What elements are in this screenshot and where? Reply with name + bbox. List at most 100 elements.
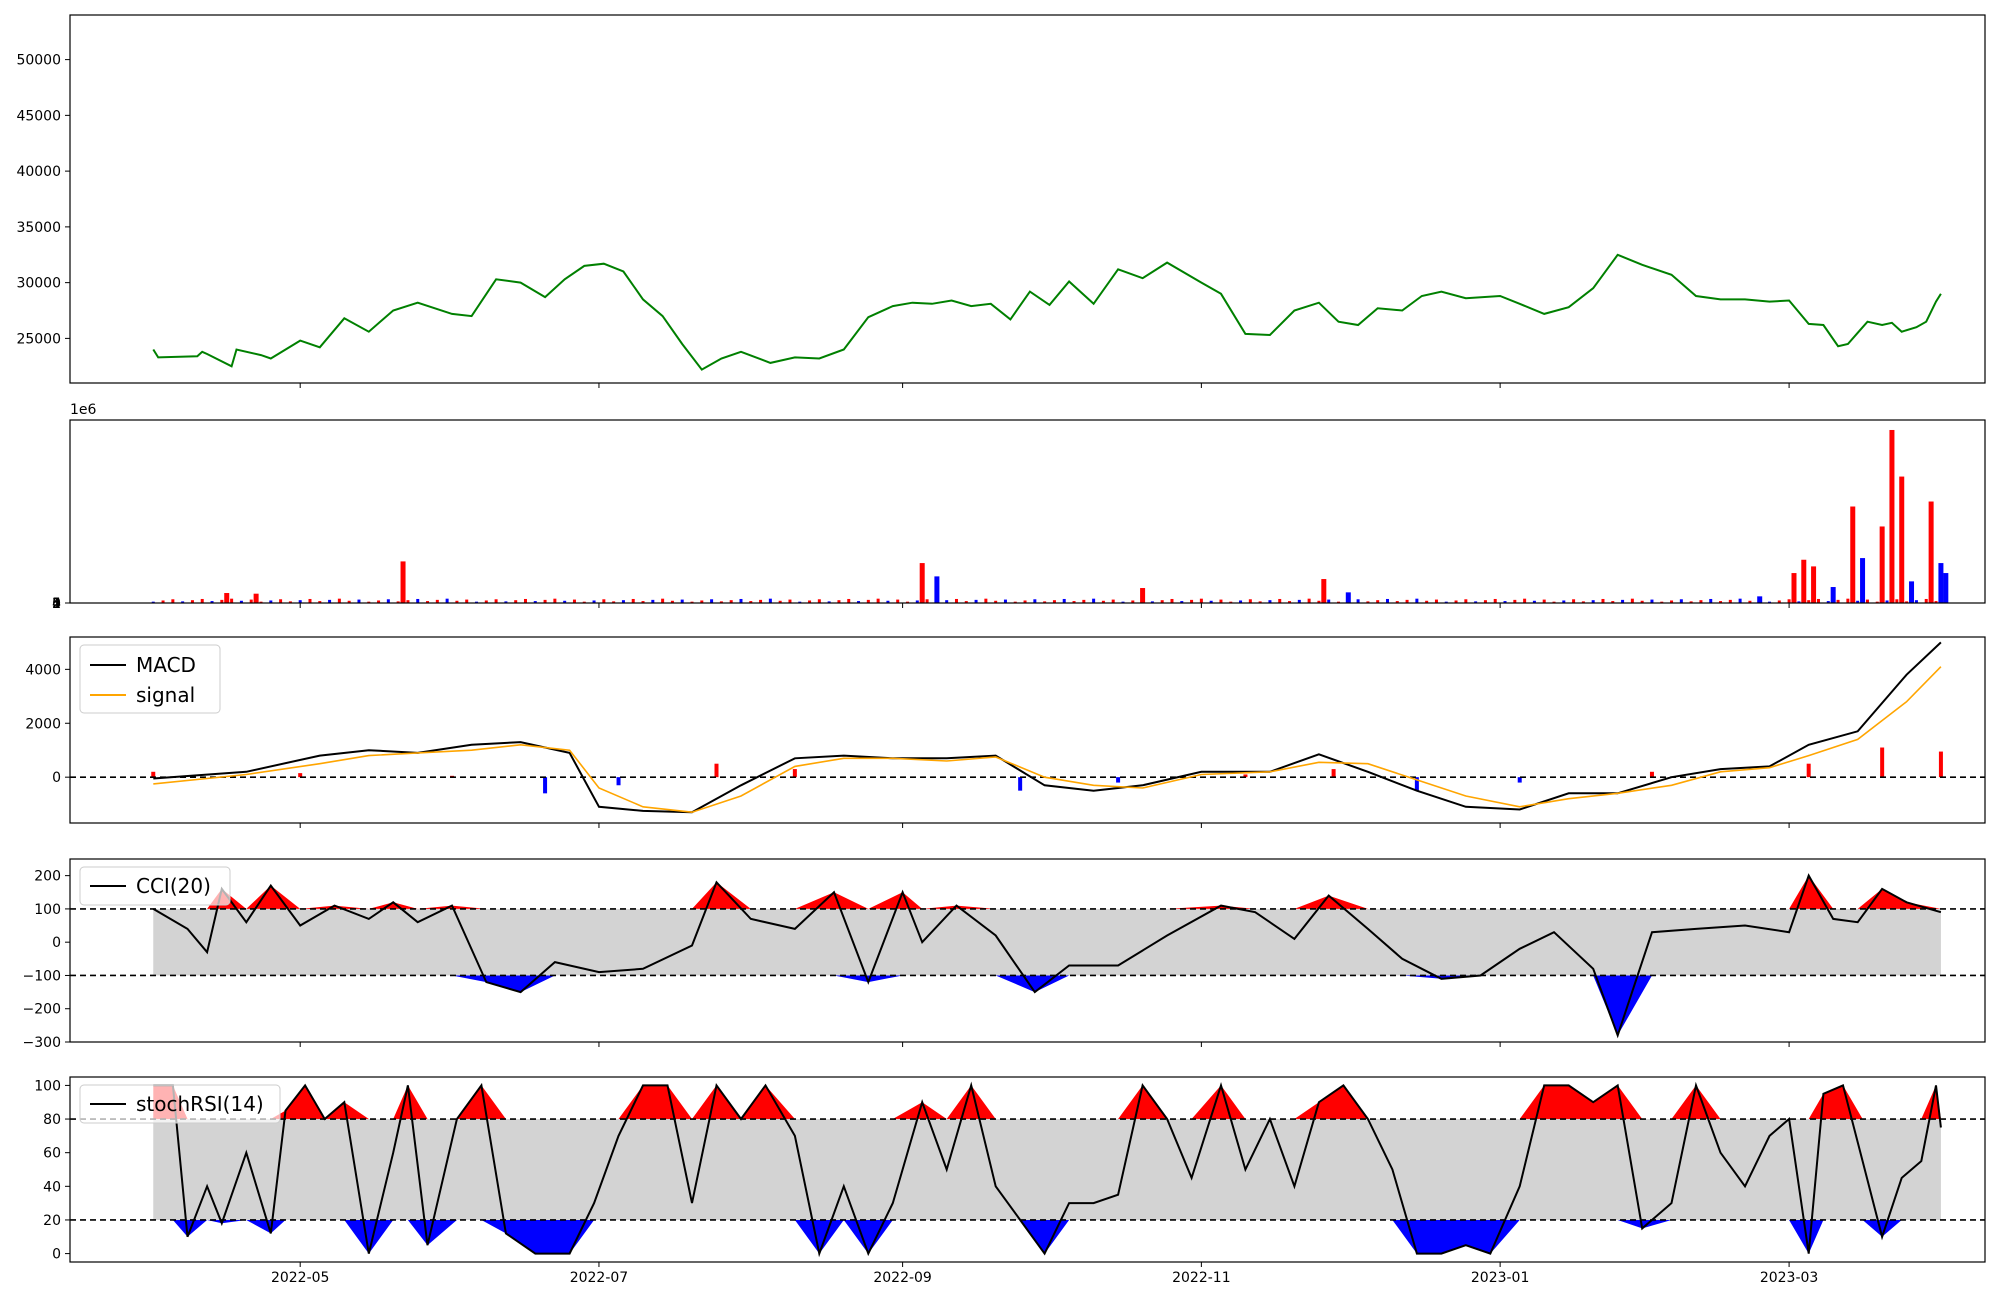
volume-bar	[357, 599, 361, 603]
volume-bar	[1395, 601, 1399, 603]
volume-bar	[220, 599, 224, 603]
volume-bar	[1464, 599, 1468, 603]
macd-histogram-bar	[1649, 771, 1654, 778]
volume-bar	[1801, 559, 1807, 603]
legend-box	[79, 866, 231, 906]
volume-bar	[934, 576, 940, 603]
volume-bar	[1072, 601, 1076, 603]
volume-bar	[533, 601, 537, 603]
macd-histogram-bar	[543, 777, 548, 794]
volume-bar	[1895, 599, 1899, 603]
volume-bar	[1909, 581, 1915, 603]
y-tick-label-stochrsi: 100	[34, 1078, 61, 1094]
volume-bar	[1513, 599, 1517, 603]
macd-histogram-bar	[298, 773, 303, 778]
volume-bar	[1434, 599, 1438, 603]
y-tick-label-price: 40000	[16, 164, 61, 180]
volume-bar	[670, 600, 674, 603]
volume-bar	[1385, 598, 1389, 603]
legend-label: stochRSI(14)	[136, 1092, 264, 1116]
volume-bar	[523, 598, 527, 603]
volume-bar	[651, 599, 655, 603]
macd-histogram-bar	[616, 777, 621, 786]
volume-bar	[1111, 599, 1115, 603]
volume-bar	[1748, 600, 1752, 603]
volume-bar	[719, 601, 723, 603]
panel-frame	[69, 419, 1986, 604]
volume-bar	[1943, 573, 1949, 603]
volume-bar	[1278, 598, 1282, 603]
volume-bar	[1327, 599, 1331, 603]
volume-bar	[484, 600, 488, 603]
volume-bar	[602, 599, 606, 603]
legend-box	[79, 1084, 281, 1124]
volume-bar	[817, 599, 821, 603]
volume-bar	[1572, 599, 1576, 603]
volume-bar	[1830, 587, 1836, 603]
volume-bar	[974, 599, 978, 603]
macd-histogram-bar	[1414, 777, 1419, 791]
panel-stochrsi: 0 20 40 60 80 100 stochRSI(14)	[34, 1076, 1986, 1263]
volume-bar	[1317, 600, 1321, 603]
volume-bar	[925, 599, 929, 603]
volume-bar	[1630, 598, 1634, 603]
volume-bar	[1033, 599, 1037, 603]
panel-macd: 0 2000 4000 MACD signal	[25, 636, 1986, 824]
volume-bar	[1689, 601, 1693, 603]
volume-bar	[1180, 601, 1184, 603]
volume-bar	[1728, 599, 1732, 603]
macd-histogram-bar	[1880, 747, 1885, 778]
volume-bar	[1899, 476, 1905, 603]
volume-bar	[494, 599, 498, 603]
volume-bar	[445, 598, 449, 603]
volume-bar	[288, 601, 292, 603]
y-tick-label-volume: 5	[52, 596, 61, 612]
volume-bar	[1023, 600, 1027, 603]
volume-bar	[749, 601, 753, 603]
x-tick-label: 2022-09	[873, 1270, 932, 1286]
volume-bar	[1150, 601, 1154, 603]
volume-bar	[1719, 601, 1723, 603]
volume-bar	[641, 601, 645, 603]
volume-bar	[426, 601, 430, 603]
volume-bar	[582, 601, 586, 603]
volume-bar	[906, 601, 910, 603]
volume-bar	[729, 600, 733, 603]
volume-bar	[994, 600, 998, 603]
volume-bar	[200, 598, 204, 603]
y-tick-label-macd: 0	[52, 770, 61, 786]
volume-bar	[739, 598, 743, 603]
volume-bar	[857, 601, 861, 603]
volume-bar	[259, 601, 263, 603]
volume-bar	[1483, 600, 1487, 603]
volume-bar	[543, 599, 547, 603]
y-tick-label-cci: −100	[23, 968, 61, 984]
volume-bar	[700, 600, 704, 603]
macd-histogram-bar	[792, 769, 797, 778]
macd-histogram-bar	[151, 771, 156, 778]
y-tick-label-volume: 4	[52, 596, 61, 612]
volume-bar	[553, 598, 557, 603]
volume-bar	[396, 601, 400, 603]
volume-bar	[318, 601, 322, 603]
y-tick-label-price: 35000	[16, 220, 61, 236]
x-tick-label: 2022-05	[271, 1270, 330, 1286]
volume-bar	[279, 599, 283, 603]
volume-bar	[1791, 573, 1797, 603]
volume-bar	[1229, 601, 1233, 603]
volume-bar	[455, 600, 459, 603]
volume-bar	[1321, 579, 1327, 603]
volume-bar	[1297, 599, 1301, 603]
volume-bar	[837, 600, 841, 603]
volume-bar	[1415, 598, 1419, 603]
volume-bar	[1013, 601, 1017, 603]
volume-bar	[1889, 429, 1895, 603]
volume-bar	[406, 600, 410, 603]
volume-bar	[161, 600, 165, 603]
chart-panels: 2500030000350004000045000500000123451e60…	[16, 14, 1986, 1263]
volume-bar	[798, 601, 802, 603]
stochrsi-band	[153, 1119, 1941, 1220]
volume-bar	[1562, 600, 1566, 603]
volume-bar	[1542, 599, 1546, 603]
